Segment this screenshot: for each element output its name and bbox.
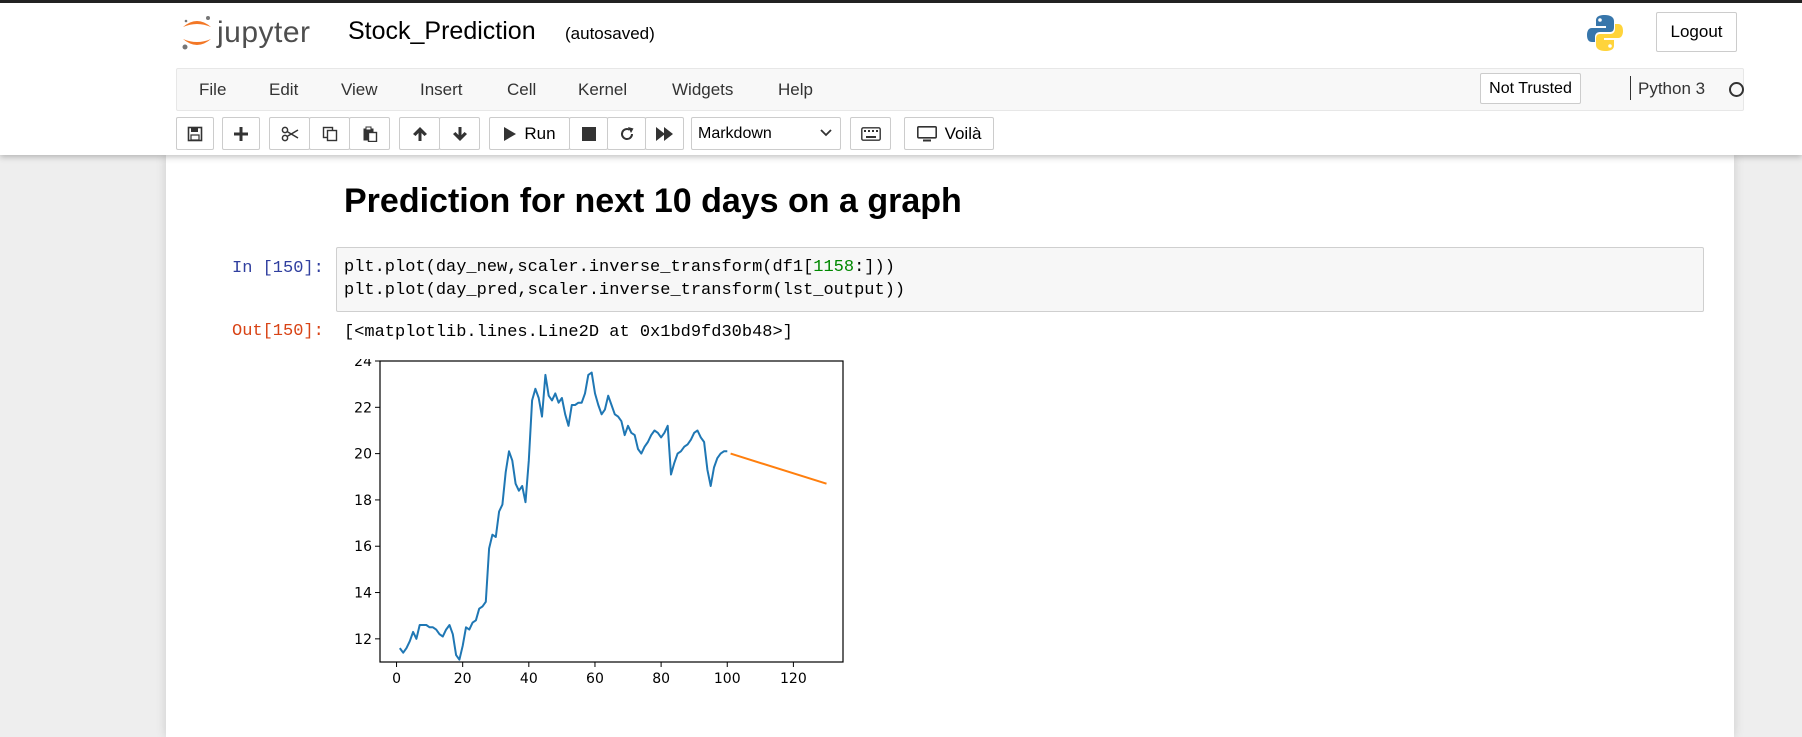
copy-icon — [322, 126, 337, 141]
plot-frame — [379, 360, 844, 663]
menu-insert[interactable]: Insert — [420, 80, 463, 99]
code-line-1-b: :])) — [854, 258, 895, 277]
jupyter-logo-text: jupyter — [217, 16, 311, 49]
voila-label: Voilà — [944, 123, 982, 143]
command-palette-button[interactable] — [850, 117, 891, 150]
x-tick-label: 80 — [652, 671, 670, 687]
output-prompt: Out[150]: — [232, 322, 324, 341]
run-label: Run — [524, 123, 556, 143]
copy-cell-button[interactable] — [309, 117, 350, 150]
chevron-down-icon — [820, 129, 832, 137]
voila-button[interactable]: Voilà — [904, 117, 994, 150]
kernel-name[interactable]: Python 3 — [1638, 79, 1706, 98]
y-tick-label: 16 — [354, 539, 372, 555]
kernel-divider — [1630, 76, 1631, 100]
notebook-container: Prediction for next 10 days on a graph I… — [166, 155, 1734, 737]
x-tick-label: 20 — [454, 671, 472, 687]
restart-icon — [620, 126, 633, 140]
x-tick-label: 0 — [392, 671, 401, 687]
y-tick-label: 22 — [354, 400, 372, 416]
paste-cell-button[interactable] — [349, 117, 390, 150]
logout-button[interactable]: Logout — [1656, 12, 1737, 52]
y-tick-label: 18 — [354, 493, 372, 509]
move-cell-up-button[interactable] — [399, 117, 440, 150]
y-tick-label: 12 — [354, 632, 372, 648]
menubar: File Edit View Insert Cell Kernel Widget… — [176, 68, 1744, 111]
notebook-name[interactable]: Stock_Prediction — [348, 17, 536, 45]
menu-cell[interactable]: Cell — [507, 80, 537, 99]
jupyter-logo[interactable]: jupyter — [181, 13, 311, 53]
python-logo-icon — [1587, 15, 1623, 51]
code-cell-input[interactable]: plt.plot(day_new,scaler.inverse_transfor… — [336, 247, 1704, 312]
monitor-icon — [916, 125, 937, 141]
x-tick-label: 60 — [586, 671, 604, 687]
matplotlib-line-chart: 0 20 40 60 80 100 120 12 14 16 18 20 22 24 — [354, 359, 844, 687]
toolbar: Run Markdown Voilà — [176, 117, 1076, 151]
code-line-2: plt.plot(day_pred,scaler.inverse_transfo… — [344, 281, 906, 300]
run-cell-button[interactable]: Run — [489, 117, 570, 150]
code-line-1-number: 1158 — [813, 258, 855, 277]
insert-cell-button[interactable] — [222, 117, 260, 150]
restart-kernel-button[interactable] — [607, 117, 646, 150]
markdown-cell-heading[interactable]: Prediction for next 10 days on a graph — [344, 182, 962, 220]
y-tick-label: 20 — [354, 447, 372, 463]
autosave-status: (autosaved) — [565, 24, 655, 43]
code-line-1-a: plt.plot(day_new,scaler.inverse_transfor… — [344, 258, 814, 277]
menu-widgets[interactable]: Widgets — [672, 80, 734, 99]
y-tick-label: 24 — [354, 359, 372, 370]
arrow-down-icon — [452, 126, 467, 141]
move-cell-down-button[interactable] — [439, 117, 480, 150]
play-icon — [504, 126, 517, 141]
menu-kernel[interactable]: Kernel — [578, 80, 628, 99]
save-button[interactable] — [176, 117, 214, 150]
output-text: [<matplotlib.lines.Line2D at 0x1bd9fd30b… — [344, 323, 793, 342]
input-prompt: In [150]: — [232, 259, 324, 278]
cut-cell-button[interactable] — [269, 117, 310, 150]
keyboard-icon — [860, 126, 881, 141]
menu-help[interactable]: Help — [778, 80, 813, 99]
cell-type-value: Markdown — [698, 124, 772, 142]
plus-icon — [234, 126, 248, 141]
cell-type-select[interactable]: Markdown — [691, 117, 841, 150]
trust-indicator-button[interactable]: Not Trusted — [1480, 73, 1581, 104]
interrupt-kernel-button[interactable] — [569, 117, 608, 150]
fast-forward-icon — [655, 126, 673, 141]
jupyter-icon — [182, 16, 211, 50]
menu-file[interactable]: File — [199, 80, 227, 99]
y-tick-label: 14 — [354, 586, 372, 602]
x-tick-label: 100 — [714, 671, 741, 687]
scissors-icon — [281, 126, 298, 141]
x-tick-label: 40 — [520, 671, 538, 687]
series-line-1 — [730, 452, 827, 485]
x-tick-label: 120 — [780, 671, 807, 687]
series-line-0 — [398, 371, 728, 661]
save-icon — [187, 126, 203, 141]
restart-run-all-button[interactable] — [645, 117, 684, 150]
stop-icon — [581, 126, 596, 141]
paste-icon — [363, 126, 377, 142]
notebook-header: jupyter Stock_Prediction (autosaved) Log… — [0, 0, 1802, 155]
menu-view[interactable]: View — [341, 80, 378, 99]
arrow-up-icon — [412, 126, 427, 141]
menu-edit[interactable]: Edit — [269, 80, 299, 99]
kernel-idle-indicator-icon — [1729, 82, 1744, 97]
